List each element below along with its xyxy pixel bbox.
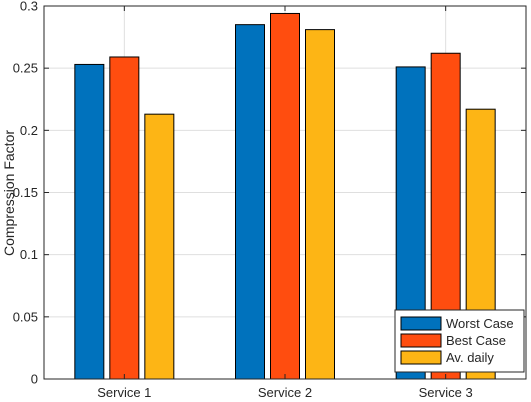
y-tick-label: 0.3 [20,0,38,14]
legend-label: Av. daily [446,350,494,365]
y-tick-label: 0.15 [13,185,38,200]
y-axis-label: Compression Factor [1,130,17,256]
x-tick-label: Service 1 [97,385,151,400]
bar-worst-case-2 [235,24,265,380]
legend-label: Best Case [446,333,506,348]
bar-worst-case-1 [74,63,105,380]
x-tick-label: Service 3 [419,385,473,400]
y-tick-label: 0.25 [13,61,38,76]
y-tick-labels: 0 0.05 0.1 0.15 0.2 0.25 0.3 [13,0,38,387]
legend-label: Worst Case [446,316,514,331]
y-tick-label: 0.05 [13,309,38,324]
legend: Worst Case Best Case Av. daily [394,309,525,373]
plot-frame [43,5,527,380]
x-tick-label: Service 2 [258,385,312,400]
bar-best-case-1 [109,56,140,380]
bar-av-daily-2 [305,29,335,380]
y-tick-label: 0.2 [20,123,38,138]
bar-av-daily-1 [144,113,175,380]
x-tick-labels: Service 1 Service 2 Service 3 [97,385,473,400]
y-tick-label: 0 [31,372,38,387]
bar-best-case-2 [270,12,300,380]
legend-swatch [400,333,442,348]
legend-swatch [400,350,442,365]
y-tick-label: 0.1 [20,247,38,262]
legend-swatch [400,316,442,331]
